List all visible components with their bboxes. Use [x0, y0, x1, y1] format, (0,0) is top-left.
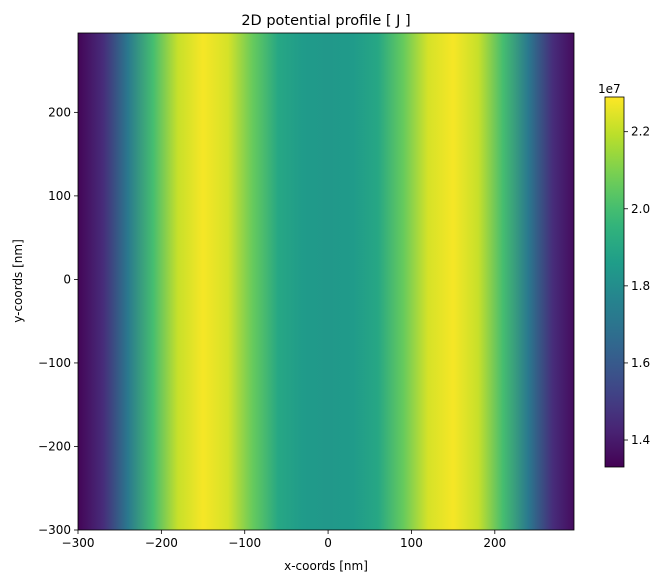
colorbar-ticks: 1.4 1.6 1.8 2.0 2.2 [624, 125, 650, 447]
colorbar [604, 96, 625, 468]
colorbar-tick-label: 1.6 [631, 356, 650, 370]
y-tick-label: −100 [38, 356, 71, 370]
heatmap-image [78, 33, 574, 530]
chart-title: 2D potential profile [ J ] [241, 13, 410, 29]
x-tick-label: 100 [400, 536, 423, 550]
y-tick-label: −300 [38, 523, 71, 537]
y-axis-label: y-coords [nm] [11, 239, 25, 323]
y-tick-label: 100 [48, 189, 71, 203]
x-tick-label: 200 [483, 536, 506, 550]
y-tick-label: 200 [48, 105, 71, 119]
colorbar-tick-label: 2.2 [631, 125, 650, 139]
plot-frame [77, 32, 575, 531]
x-tick-label: −200 [145, 536, 178, 550]
x-tick-label: −300 [62, 536, 95, 550]
x-axis-ticks: −300 −200 −100 0 100 200 [62, 530, 506, 550]
y-tick-label: 0 [63, 272, 71, 286]
x-tick-label: −100 [228, 536, 261, 550]
y-axis-ticks: −300 −200 −100 0 100 200 [38, 105, 78, 537]
y-tick-label: −200 [38, 439, 71, 453]
x-tick-label: 0 [324, 536, 332, 550]
x-axis-label: x-coords [nm] [284, 559, 368, 573]
colorbar-tick-label: 2.0 [631, 202, 650, 216]
colorbar-tick-label: 1.4 [631, 433, 650, 447]
colorbar-offset-label: 1e7 [598, 82, 621, 96]
colorbar-tick-label: 1.8 [631, 279, 650, 293]
